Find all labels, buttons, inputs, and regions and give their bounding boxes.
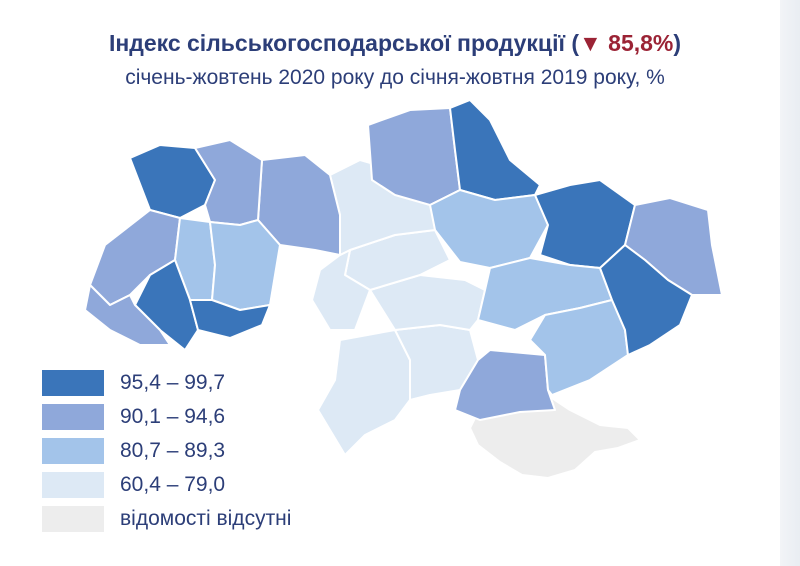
region-chernivtsi <box>189 299 271 339</box>
legend-item: 80,7 – 89,3 <box>42 434 291 468</box>
legend-swatch-class2 <box>42 404 104 430</box>
legend-swatch-class5 <box>42 506 104 532</box>
map-title: Індекс сільськогосподарської продукції (… <box>108 30 682 56</box>
decorative-side-band <box>780 0 800 566</box>
legend-swatch-class3 <box>42 438 104 464</box>
region-donetsk <box>599 244 693 356</box>
map-subtitle: січень-жовтень 2020 року до січня-жовтня… <box>125 66 665 89</box>
legend-item: 90,1 – 94,6 <box>42 400 291 434</box>
region-khmelnytskyi <box>209 219 281 311</box>
region-sumy <box>449 99 541 201</box>
region-zaporizhzhia <box>529 299 629 396</box>
legend-swatch-class4 <box>42 472 104 498</box>
legend-label: 60,4 – 79,0 <box>120 473 226 496</box>
legend-swatch-class1 <box>42 370 104 396</box>
region-zakarpattia <box>84 284 171 346</box>
legend-label: відомості відсутні <box>120 507 292 530</box>
decrease-indicator: ▼ 85,8% <box>579 30 674 56</box>
legend-label: 80,7 – 89,3 <box>120 439 226 462</box>
map-legend: 95,4 – 99,7 90,1 – 94,6 80,7 – 89,3 60,4… <box>42 366 291 536</box>
legend-item: 95,4 – 99,7 <box>42 366 291 400</box>
region-poltava <box>429 189 549 269</box>
region-kherson <box>454 349 556 421</box>
legend-item: відомості відсутні <box>42 502 291 536</box>
region-crimea <box>469 397 641 479</box>
legend-item: 60,4 – 79,0 <box>42 468 291 502</box>
region-odesa <box>317 329 411 456</box>
region-vinnytsia <box>311 249 371 331</box>
legend-label: 90,1 – 94,6 <box>120 405 226 428</box>
legend-label: 95,4 – 99,7 <box>120 371 226 394</box>
